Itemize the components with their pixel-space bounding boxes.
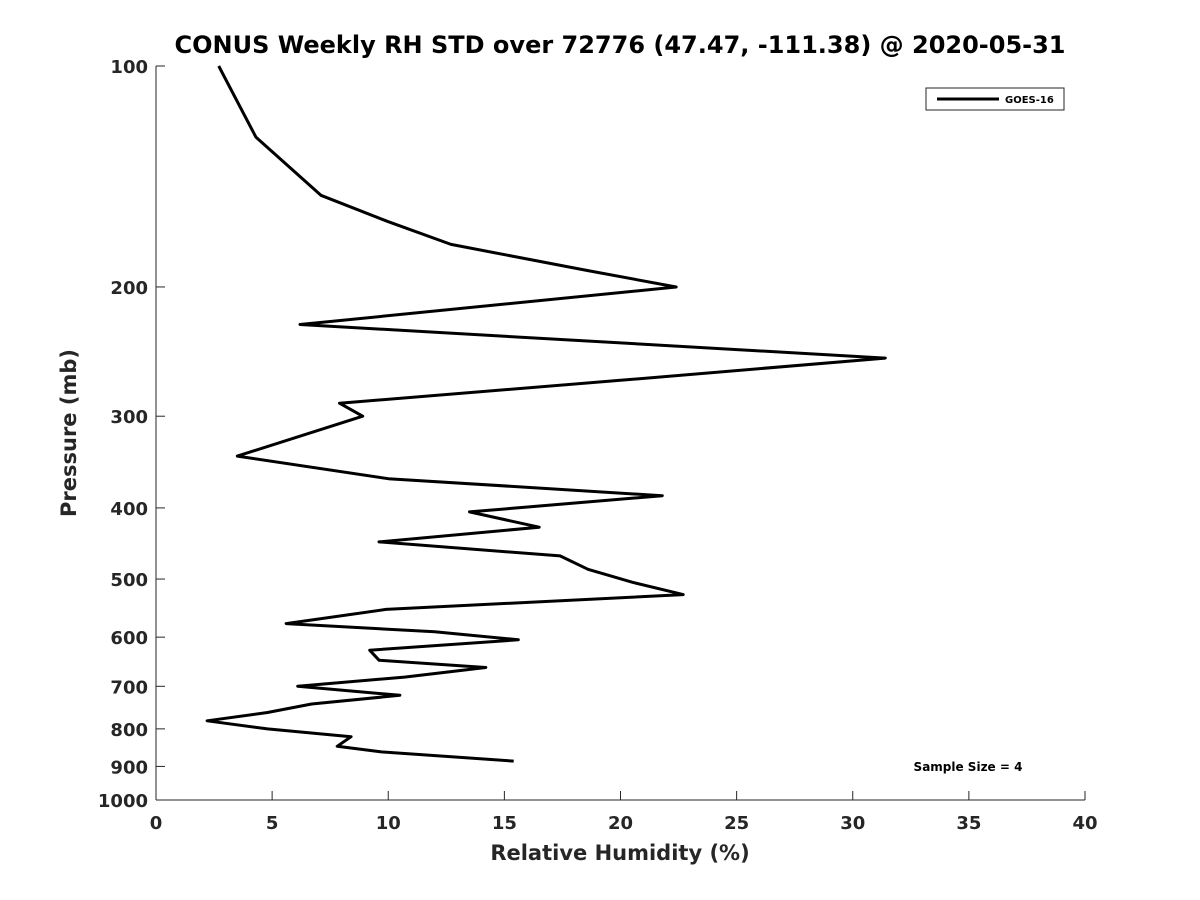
x-tick-label-20: 20 (608, 813, 633, 834)
x-tick-label-15: 15 (492, 813, 517, 834)
y-tick-label-700: 700 (110, 677, 148, 698)
x-tick-label-10: 10 (376, 813, 401, 834)
y-tick-label-400: 400 (110, 499, 148, 520)
series-line-goes-16 (205, 65, 887, 763)
y-tick-label-100: 100 (110, 57, 148, 78)
y-tick-label-200: 200 (110, 278, 148, 299)
x-tick-label-30: 30 (840, 813, 865, 834)
legend-label-goes-16: GOES-16 (1005, 95, 1054, 106)
x-tick-label-0: 0 (150, 813, 163, 834)
x-axis-ticks: 0 5 10 15 20 25 30 35 40 (150, 791, 1098, 834)
legend: GOES-16 (925, 87, 1065, 111)
x-tick-label-40: 40 (1072, 813, 1097, 834)
y-tick-label-900: 900 (110, 757, 148, 778)
sample-size-annotation: Sample Size = 4 (914, 760, 1023, 774)
y-tick-label-600: 600 (110, 628, 148, 649)
y-axis-ticks: 100 200 300 400 500 600 700 800 900 1000 (98, 57, 165, 812)
y-tick-label-500: 500 (110, 570, 148, 591)
x-tick-label-5: 5 (266, 813, 279, 834)
x-tick-label-25: 25 (724, 813, 749, 834)
y-tick-label-800: 800 (110, 720, 148, 741)
series-layer (205, 65, 887, 763)
x-axis-label: Relative Humidity (%) (490, 841, 749, 865)
chart-title: CONUS Weekly RH STD over 72776 (47.47, -… (174, 31, 1065, 59)
y-tick-label-1000: 1000 (98, 791, 148, 812)
y-tick-label-300: 300 (110, 407, 148, 428)
y-axis-label: Pressure (mb) (57, 349, 81, 517)
x-tick-label-35: 35 (956, 813, 981, 834)
